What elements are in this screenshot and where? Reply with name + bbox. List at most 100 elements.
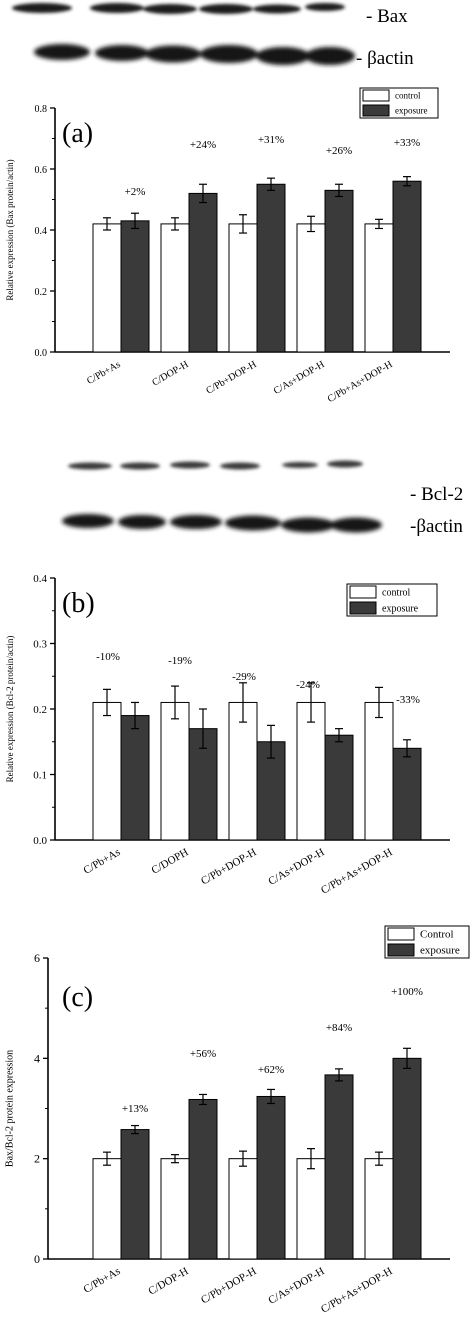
exposure-bar: [392, 747, 422, 841]
control-bar: [160, 701, 190, 841]
exposure-bar: [256, 1095, 286, 1260]
legend: control exposure: [359, 87, 439, 119]
control-bar: [364, 1158, 394, 1260]
change-annotation: +13%: [122, 1103, 148, 1115]
x-tick-label: C/Pb+As: [81, 846, 122, 877]
actin-label-top: - βactin: [356, 48, 414, 69]
bcl2-band: [220, 462, 260, 470]
x-tick-label: C/Pb+As+DOP-H: [326, 359, 395, 405]
bax-band: [143, 4, 197, 14]
x-tick-label: C/DOP-H: [146, 1265, 190, 1297]
chart-panel-b: 0.0 0.1 0.2 0.3 0.4 Relative expression (Bcl-…: [5, 573, 450, 897]
actin-band: [305, 47, 355, 65]
change-annotation: -24%: [296, 679, 320, 691]
y-tick-label: 0.3: [33, 639, 47, 651]
change-annotation: +2%: [125, 186, 146, 198]
x-tick-label: C/Pb+As+DOP-H: [319, 1265, 395, 1316]
x-tick-label: C/As+DOP-H: [266, 1265, 326, 1307]
legend-label: control: [395, 91, 421, 101]
change-annotation: +56%: [190, 1048, 216, 1060]
x-tick-label: C/As+DOP-H: [272, 359, 327, 397]
top-actin-bands: [34, 44, 355, 65]
x-tick-label: C/Pb+DOP-H: [204, 359, 258, 397]
control-bar: [228, 1158, 258, 1260]
change-annotation: +24%: [190, 139, 216, 151]
actin-band: [170, 515, 222, 529]
legend: control exposure: [346, 583, 438, 617]
bax-band: [305, 3, 345, 11]
control-bar: [160, 1158, 190, 1260]
legend-label: exposure: [382, 603, 419, 614]
bcl2-band: [120, 462, 160, 470]
change-annotation: +33%: [394, 137, 420, 149]
control-bar: [296, 223, 326, 353]
bcl2-band: [327, 460, 363, 468]
legend-label: control: [382, 587, 411, 598]
y-tick-label: 0.0: [33, 835, 47, 847]
y-tick-label: 0.2: [35, 287, 48, 298]
actin-band: [225, 515, 281, 531]
x-tick-label: C/DOP-H: [150, 359, 190, 389]
change-annotation: +26%: [326, 145, 352, 157]
control-bar: [92, 223, 122, 353]
exposure-bar: [324, 734, 354, 841]
exposure-bar: [120, 715, 150, 841]
panel-label: (c): [62, 982, 93, 1013]
legend-swatch: [362, 89, 390, 102]
control-bar: [160, 223, 190, 353]
y-axis-label: Relative expression (Bcl-2 protein/actin…: [5, 636, 15, 783]
exposure-bar: [188, 192, 218, 353]
bax-band: [253, 4, 301, 14]
chart-panel-c: 0 2 4 6 Bax/Bcl-2 protein expression (c) +13% C…: [4, 925, 470, 1316]
legend-swatch: [349, 585, 377, 599]
legend-swatch: [349, 601, 377, 615]
change-annotation: +62%: [258, 1064, 284, 1076]
y-axis-label: Relative expression (Bax protein/actin): [5, 159, 15, 300]
control-bar: [296, 701, 326, 841]
legend: Control exposure: [384, 925, 470, 959]
control-bar: [364, 701, 394, 841]
bcl2-band: [282, 462, 318, 468]
control-bar: [296, 1158, 326, 1260]
panel-label: (a): [62, 118, 93, 149]
exposure-bar: [120, 220, 150, 353]
blot-top: - Bax - βactin: [12, 3, 414, 69]
exposure-bar: [324, 189, 354, 353]
exposure-bar: [188, 1098, 218, 1260]
change-annotation: +100%: [391, 986, 423, 998]
actin-band: [330, 517, 382, 533]
middle-actin-bands: [62, 514, 382, 533]
y-tick-label: 4: [34, 1051, 40, 1065]
legend-swatch: [387, 943, 415, 957]
exposure-bar: [324, 1074, 354, 1260]
bax-band: [199, 4, 253, 14]
x-tick-label: C/Pb+As: [81, 1265, 122, 1296]
actin-band: [34, 44, 90, 60]
change-annotation: +31%: [258, 134, 284, 146]
bcl2-label: - Bcl-2: [410, 484, 463, 505]
actin-band: [62, 514, 114, 528]
x-tick-label: C/Pb+DOP-H: [199, 1265, 259, 1306]
legend-label: exposure: [395, 106, 428, 116]
actin-label-middle: -βactin: [410, 516, 463, 537]
bax-band: [90, 3, 144, 13]
bax-bands: [12, 3, 345, 14]
control-bar: [364, 223, 394, 353]
x-tick-label: C/DOPH: [150, 846, 191, 877]
y-tick-label: 0: [34, 1252, 40, 1266]
change-annotation: -29%: [232, 671, 256, 683]
legend-swatch: [362, 104, 390, 117]
y-tick-label: 6: [34, 951, 40, 965]
y-tick-label: 0.8: [35, 104, 48, 115]
actin-band: [118, 515, 166, 529]
x-tick-label: C/Pb+As+DOP-H: [319, 846, 395, 897]
y-tick-label: 0.0: [35, 348, 48, 359]
control-bar: [92, 701, 122, 841]
control-bar: [228, 223, 258, 353]
change-annotation: -19%: [168, 655, 192, 667]
actin-band: [281, 517, 335, 533]
control-bar: [92, 1158, 122, 1260]
y-tick-label: 0.4: [35, 226, 48, 237]
bcl2-band: [68, 462, 112, 470]
